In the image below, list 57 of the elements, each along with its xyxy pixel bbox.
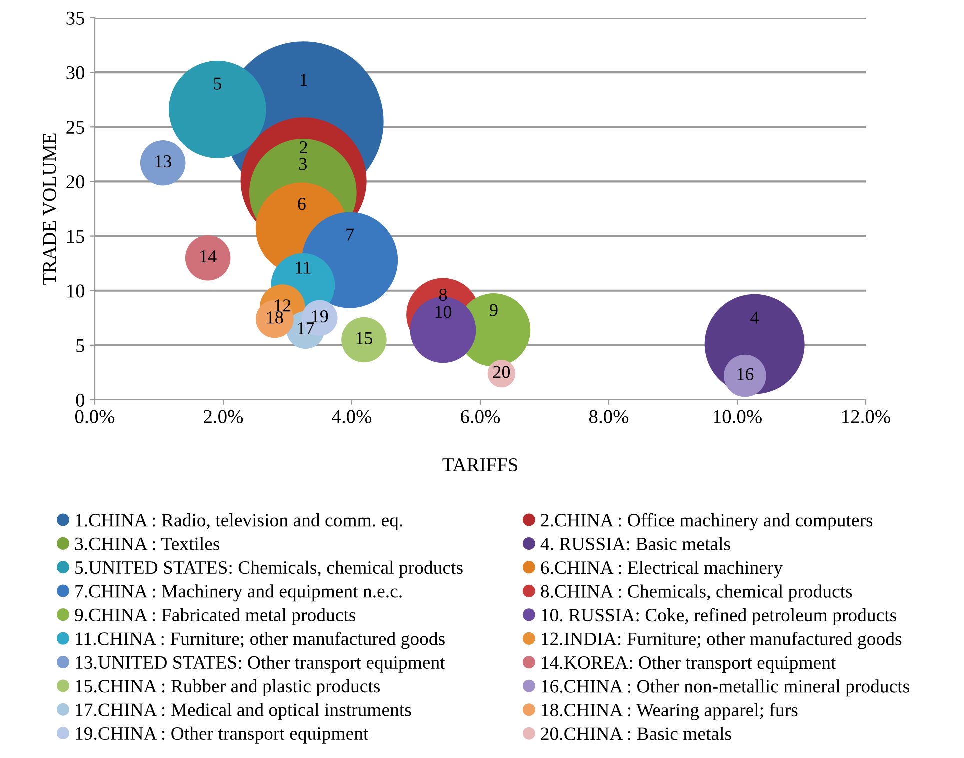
legend-label: 14.KOREA: Other transport equipment	[542, 656, 836, 673]
annotation: 1	[300, 74, 308, 86]
x-tick-label: 0.0%	[75, 410, 115, 424]
legend-label: 4. RUSSIA: Basic metals	[540, 537, 730, 551]
y-tick-label: 25	[66, 121, 85, 134]
annotation: 16	[738, 368, 754, 381]
annotation: 11	[296, 262, 311, 274]
y-axis-title: TRADE VOLUME	[43, 134, 56, 285]
annotation: 6	[298, 198, 306, 210]
annotation: 7	[346, 228, 354, 241]
annotation: 18	[267, 312, 284, 324]
legend-label: 1.CHINA : Radio, television and comm. eq.	[76, 514, 402, 531]
legend-label: 10. RUSSIA: Coke, refined petroleum products	[542, 608, 896, 626]
annotation: 8	[439, 288, 448, 302]
y-tick-label: 35	[66, 12, 85, 25]
annotation: 13	[156, 156, 172, 168]
legend-label: 16.CHINA : Other non-metallic mineral products	[542, 680, 910, 697]
annotation: 14	[200, 250, 217, 262]
x-tick-label: 8.0%	[589, 410, 629, 424]
y-tick-label: 30	[66, 66, 85, 80]
annotation: 4	[750, 312, 760, 324]
y-tick-label: 0	[76, 394, 85, 407]
legend-label: 17.CHINA : Medical and optical instruments	[76, 703, 412, 720]
x-tick-label: 2.0%	[204, 410, 244, 424]
legend-label: 8.CHINA : Chemicals, chemical products	[541, 584, 852, 602]
legend-label: 3.CHINA : Textiles	[75, 537, 220, 551]
y-tick-label: 20	[66, 176, 85, 189]
y-tick-label: 5	[76, 339, 85, 352]
x-tick-label: 10.0%	[714, 410, 762, 424]
x-tick-label: 6.0%	[461, 410, 500, 424]
y-tick-label: 15	[68, 230, 85, 244]
annotation: 17	[298, 322, 314, 334]
legend-label: 6.CHINA : Electrical machinery	[541, 560, 783, 578]
legend-label: 2.CHINA : Office machinery and computers	[541, 513, 873, 531]
legend-label: 13.UNITED STATES: Other transport equipment	[76, 656, 446, 673]
annotation: 12	[275, 300, 291, 312]
annotation: 15	[356, 332, 373, 344]
annotation: 3	[300, 158, 307, 170]
annotation: 9	[490, 304, 498, 316]
y-tick-label: 10	[68, 284, 85, 298]
legend-label: 11.CHINA : Furniture; other manufactured goods	[76, 632, 445, 650]
x-tick-label: 4.0%	[332, 410, 372, 424]
legend-label: 5.UNITED STATES: Chemicals, chemical products	[76, 560, 463, 578]
legend-label: 20.CHINA : Basic metals	[541, 727, 732, 740]
legend-label: 15.CHINA : Rubber and plastic products	[76, 680, 380, 697]
annotation: 5	[214, 78, 222, 90]
legend-label: 9.CHINA : Fabricated metal products	[75, 608, 356, 626]
legend-label: 7.CHINA : Machinery and equipment n.e.c.	[76, 584, 402, 602]
annotation: 2	[300, 142, 308, 154]
x-tick-label: 12.0%	[842, 410, 890, 424]
legend-label: 12.INDIA: Furniture; other manufactured goods	[542, 632, 902, 650]
legend-label: 19.CHINA : Other transport equipment	[76, 726, 369, 744]
legend-label: 18.CHINA : Wearing apparel; furs	[542, 703, 798, 720]
x-axis-title: TARIFFS	[442, 458, 518, 472]
annotation: 19	[312, 310, 328, 323]
annotation: 10	[436, 306, 452, 318]
annotation: 20	[493, 366, 510, 378]
